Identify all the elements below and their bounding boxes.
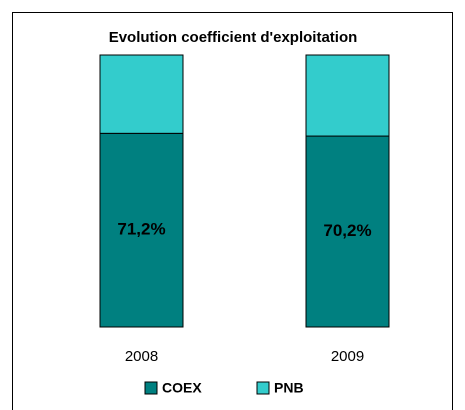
x-tick-label: 2009 [331, 348, 364, 365]
legend-swatch [144, 381, 158, 395]
bar-segment [305, 54, 390, 137]
x-tick-label: 2008 [125, 348, 158, 365]
bar-segment [305, 135, 390, 328]
data-label: 71,2% [117, 220, 165, 239]
data-label: 70,2% [323, 221, 371, 240]
bar-segment [99, 54, 184, 134]
legend-label: PNB [274, 380, 304, 396]
bar-segment [99, 132, 184, 328]
legend-swatch [256, 381, 270, 395]
legend-label: COEX [162, 380, 202, 396]
chart-title: Evolution coefficient d'exploitation [109, 29, 358, 46]
